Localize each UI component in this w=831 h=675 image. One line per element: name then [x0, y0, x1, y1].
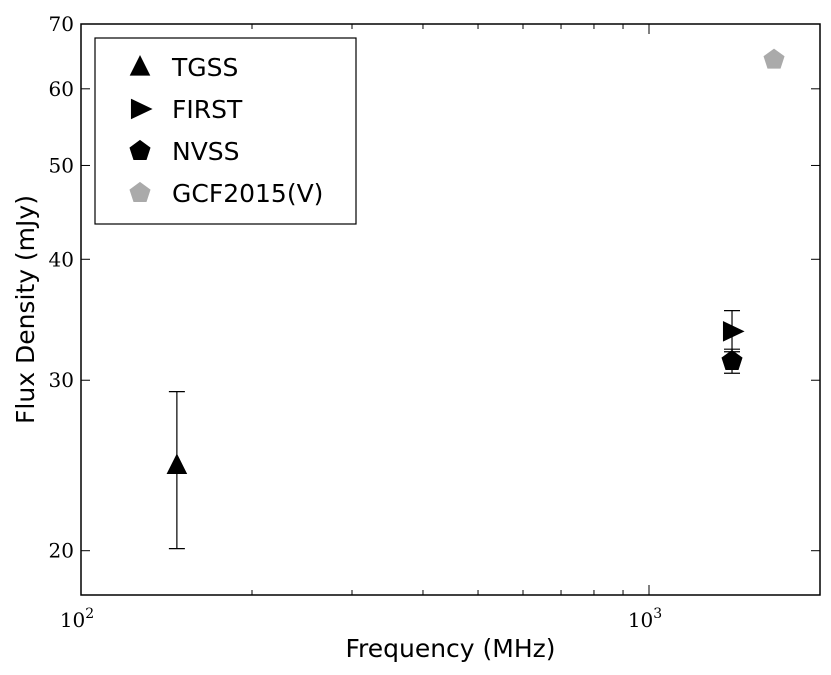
gcf2015-v-point	[763, 48, 785, 69]
legend-marker-tgss	[129, 55, 151, 76]
legend-label-gcf2015-v: GCF2015(V)	[172, 179, 323, 208]
legend-label-first: FIRST	[172, 95, 243, 124]
legend-label-nvss: NVSS	[172, 137, 240, 166]
legend-marker-nvss	[129, 139, 151, 160]
legend-marker-first	[130, 98, 153, 120]
first-point	[722, 321, 745, 342]
y-axis-label: Flux Density (mJy)	[11, 195, 40, 424]
x-tick-base: 10	[628, 608, 653, 632]
legend: TGSS FIRST NVSS GCF2015(V)	[94, 37, 357, 225]
y-tick-label: 40	[49, 247, 74, 271]
nvss-point	[721, 349, 743, 371]
axes-frame	[80, 23, 821, 596]
x-tick-exponent: 2	[85, 606, 94, 622]
legend-marker-gcf2015-v	[129, 181, 151, 202]
x-tick-label: 103	[628, 606, 662, 632]
y-tick-label: 30	[49, 368, 74, 392]
y-tick-label: 60	[49, 77, 74, 101]
x-axis-label: Frequency (MHz)	[345, 634, 555, 663]
x-tick-base: 10	[60, 608, 85, 632]
legend-label-tgss: TGSS	[171, 53, 238, 82]
x-tick-label: 102	[60, 606, 94, 632]
y-tick-label: 50	[49, 153, 74, 177]
data-marks	[166, 48, 785, 550]
tgss-point	[166, 453, 188, 475]
x-tick-exponent: 3	[653, 606, 662, 622]
y-tick-label: 20	[49, 539, 74, 563]
y-tick-label: 70	[49, 12, 74, 36]
